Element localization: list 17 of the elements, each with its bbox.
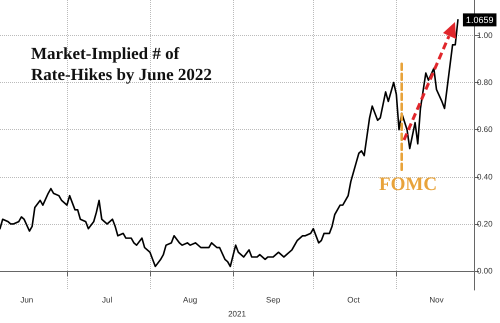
x-tick-label: Aug xyxy=(183,296,198,304)
y-tick-label: 0.40 xyxy=(477,172,494,182)
data-label: 1.0659 xyxy=(466,14,494,25)
text: Market-Implied # of Rate-Hikes by June 2022 xyxy=(31,44,212,84)
x-axis-title: 2021 xyxy=(228,310,246,318)
line-series xyxy=(0,19,459,268)
y-tick-label: 0.60 xyxy=(477,125,494,134)
y-tick-label: 0.00 xyxy=(477,266,494,276)
y-tick-label: 0.20 xyxy=(477,219,494,228)
y-tick-label: 1.00 xyxy=(477,30,494,40)
x-tick-label: Nov xyxy=(429,296,444,304)
y-tick-label: 0.80 xyxy=(477,78,494,88)
x-tick-label: Jun xyxy=(20,296,34,304)
x-tick-label: Jul xyxy=(102,296,112,304)
x-tick-label: Oct xyxy=(347,296,360,304)
x-tick-label: Sep xyxy=(266,296,281,304)
annotation: FOMC xyxy=(379,174,438,195)
